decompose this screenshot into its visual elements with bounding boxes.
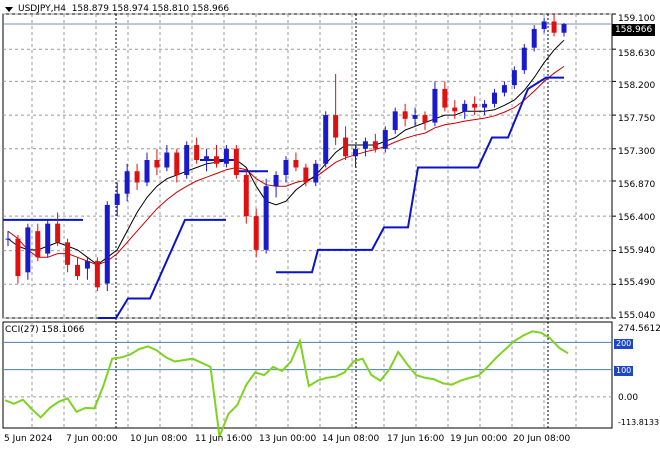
price-tick: 156.870 <box>618 180 656 190</box>
candle-body <box>164 152 170 168</box>
candle-body <box>511 70 517 86</box>
trailing-stop-line <box>3 76 564 319</box>
cci-level-200: 200 <box>614 339 634 349</box>
candle-body <box>5 238 11 240</box>
candle-body <box>263 186 269 250</box>
candle-body <box>492 92 497 104</box>
candle-body <box>561 24 567 33</box>
candle-body <box>323 115 329 164</box>
cci-title: CCI(27) 158.1066 <box>5 325 85 335</box>
candle-body <box>144 160 150 183</box>
candle-body <box>353 148 358 157</box>
candle-body <box>372 141 378 149</box>
time-tick: 17 Jun 16:00 <box>387 434 445 444</box>
candle-body <box>551 21 557 33</box>
candle-body <box>382 130 388 149</box>
candle-body <box>521 47 527 71</box>
candle-body <box>442 88 448 108</box>
candle-body <box>273 174 279 187</box>
candle-body <box>462 103 468 112</box>
candle-body <box>343 137 349 157</box>
cci-line <box>4 330 569 437</box>
candle-body <box>204 156 210 161</box>
price-tick: 155.040 <box>618 311 656 321</box>
candle-body <box>243 174 249 217</box>
candle-body <box>154 160 160 168</box>
candle-body <box>214 156 219 164</box>
candle-body <box>124 171 130 194</box>
candle-body <box>94 261 100 288</box>
candle-body <box>541 21 547 29</box>
symbol-dropdown-icon[interactable] <box>5 7 13 12</box>
ohlc-readout: 158.879 158.974 158.810 158.966 <box>71 4 230 14</box>
candle-body <box>531 28 537 48</box>
cci-min-label: -113.8133 <box>618 418 660 427</box>
candle-body <box>402 111 408 119</box>
time-tick: 14 Jun 08:00 <box>322 434 380 444</box>
candle-body <box>84 261 90 269</box>
time-tick: 10 Jun 08:00 <box>130 434 188 444</box>
candle-body <box>392 111 398 131</box>
time-tick: 13 Jun 00:00 <box>259 434 317 444</box>
price-tick: 156.400 <box>618 213 656 223</box>
candle-body <box>283 160 289 175</box>
candle-body <box>184 145 190 175</box>
candle-body <box>313 163 319 183</box>
cci-level-100: 100 <box>614 366 634 376</box>
time-tick: 7 Jun 00:00 <box>66 434 118 444</box>
price-tick: 158.630 <box>618 49 656 59</box>
candle-body <box>233 148 239 175</box>
candle-body <box>25 227 31 273</box>
price-tick: 159.100 <box>618 14 656 24</box>
time-tick: 19 Jun 00:00 <box>450 434 508 444</box>
current-price-badge: 158.966 <box>612 24 656 36</box>
price-tick: 157.300 <box>618 147 656 157</box>
candle-body <box>134 171 140 183</box>
candle-body <box>104 204 110 284</box>
chart-header: USDJPY,H4 158.879 158.974 158.810 158.96… <box>18 4 229 15</box>
candle-body <box>45 223 51 254</box>
price-pane-frame <box>2 13 613 319</box>
time-tick: 11 Jun 16:00 <box>195 434 253 444</box>
candle-body <box>253 216 259 250</box>
candle-body <box>174 152 180 175</box>
candle-body <box>75 264 80 277</box>
candle-body <box>293 160 299 168</box>
candle-body <box>482 103 488 108</box>
candle-body <box>194 145 200 161</box>
candle-body <box>432 88 438 123</box>
candle-body <box>55 223 61 243</box>
candle-body <box>114 193 120 205</box>
candle-body <box>223 148 229 164</box>
price-tick: 157.750 <box>618 114 656 124</box>
symbol-label: USDJPY,H4 <box>18 4 66 14</box>
cci-max-label: 274.5612 <box>618 324 660 334</box>
sma-line <box>7 39 565 266</box>
candle-body <box>422 115 428 123</box>
candle-body <box>412 115 418 119</box>
candle-body <box>333 115 339 138</box>
time-tick: 5 Jun 2024 <box>4 434 53 444</box>
candle-body <box>501 85 507 93</box>
cci-level-0: 0.00 <box>618 393 639 403</box>
price-tick: 158.200 <box>618 81 656 91</box>
price-tick: 155.940 <box>618 246 656 256</box>
candle-body <box>472 103 478 108</box>
ema-line <box>7 65 565 266</box>
candle-body <box>65 242 71 265</box>
candle-body <box>303 167 309 183</box>
candle-body <box>15 238 21 277</box>
time-tick: 20 Jun 08:00 <box>513 434 571 444</box>
candle-body <box>452 107 458 112</box>
price-tick: 155.490 <box>618 278 656 288</box>
candle-body <box>362 141 368 149</box>
candle-body <box>35 231 41 258</box>
cci-pane-frame <box>2 321 613 429</box>
